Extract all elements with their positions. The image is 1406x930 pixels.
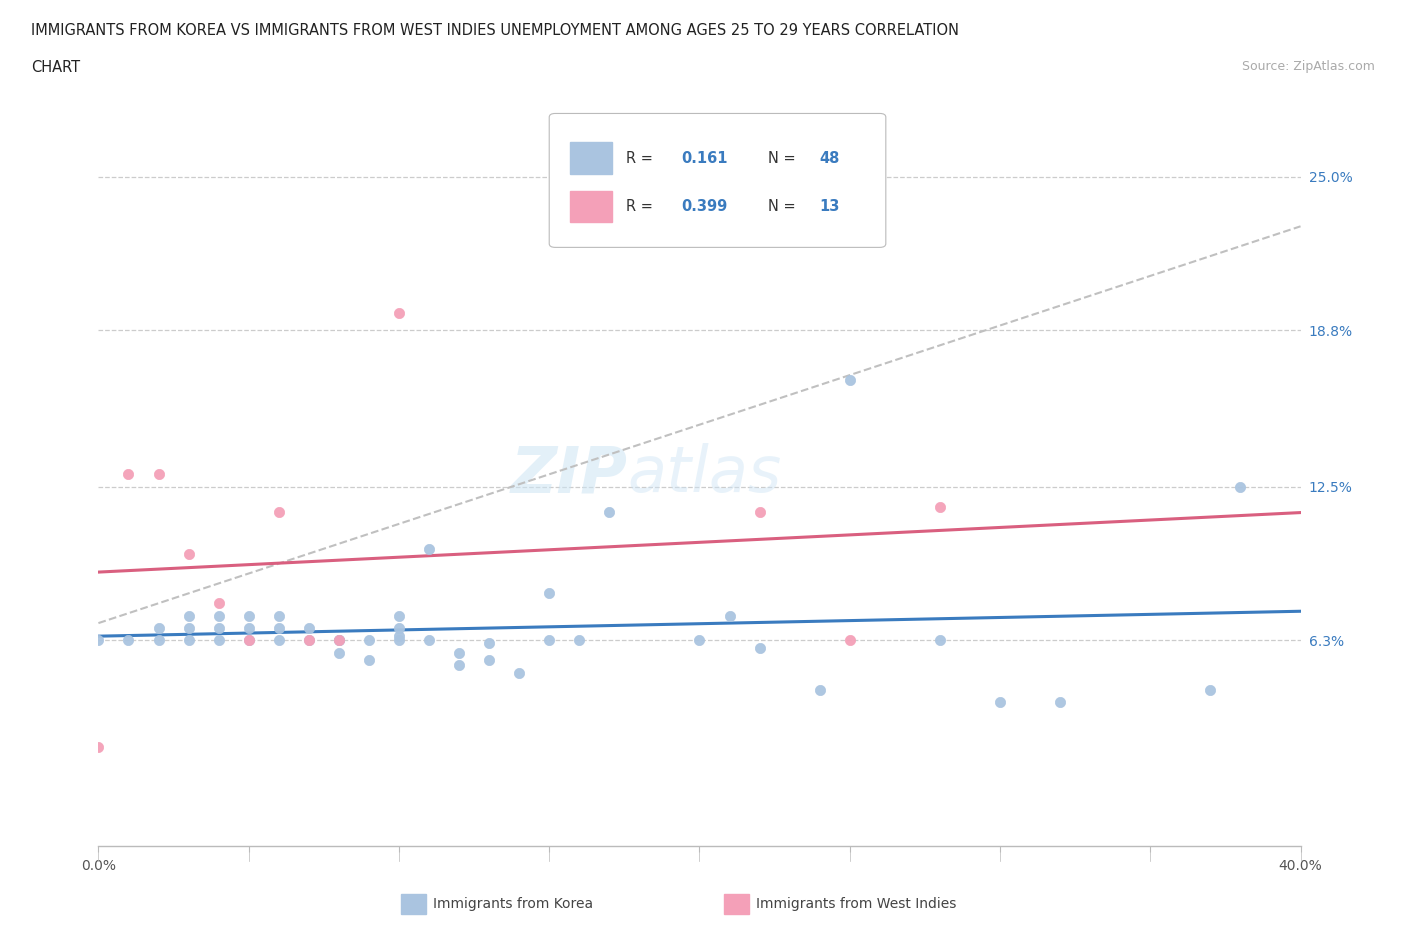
Text: 13: 13 bbox=[820, 199, 839, 214]
Point bbox=[1199, 683, 1222, 698]
Text: R =: R = bbox=[626, 151, 652, 166]
Point bbox=[388, 306, 411, 321]
Point bbox=[478, 653, 501, 668]
Point bbox=[418, 633, 440, 648]
Point bbox=[208, 608, 231, 623]
Point bbox=[298, 633, 321, 648]
Point bbox=[267, 620, 290, 635]
Point bbox=[418, 541, 440, 556]
FancyBboxPatch shape bbox=[569, 191, 612, 222]
Point bbox=[298, 620, 321, 635]
Text: IMMIGRANTS FROM KOREA VS IMMIGRANTS FROM WEST INDIES UNEMPLOYMENT AMONG AGES 25 : IMMIGRANTS FROM KOREA VS IMMIGRANTS FROM… bbox=[31, 23, 959, 38]
Point bbox=[388, 633, 411, 648]
Point bbox=[808, 683, 831, 698]
Point bbox=[718, 608, 741, 623]
Point bbox=[328, 645, 350, 660]
Point bbox=[238, 633, 260, 648]
Text: N =: N = bbox=[768, 199, 796, 214]
Point bbox=[238, 633, 260, 648]
Point bbox=[87, 739, 110, 754]
Point bbox=[478, 635, 501, 650]
FancyBboxPatch shape bbox=[569, 142, 612, 174]
Point bbox=[357, 633, 380, 648]
Point bbox=[177, 608, 200, 623]
Point bbox=[838, 373, 860, 388]
Point bbox=[538, 586, 561, 601]
Point bbox=[388, 608, 411, 623]
Y-axis label: Unemployment Among Ages 25 to 29 years: Unemployment Among Ages 25 to 29 years bbox=[0, 323, 7, 626]
Text: R =: R = bbox=[626, 199, 652, 214]
Point bbox=[208, 633, 231, 648]
Text: Immigrants from West Indies: Immigrants from West Indies bbox=[756, 897, 957, 911]
Point bbox=[208, 620, 231, 635]
Text: ZIP: ZIP bbox=[510, 444, 627, 505]
Point bbox=[508, 665, 530, 680]
Point bbox=[388, 628, 411, 643]
Point bbox=[328, 633, 350, 648]
Point bbox=[988, 695, 1011, 710]
Point bbox=[148, 467, 170, 482]
Point bbox=[298, 633, 321, 648]
Point bbox=[447, 645, 470, 660]
Point bbox=[748, 504, 770, 519]
Point bbox=[357, 653, 380, 668]
Point bbox=[238, 620, 260, 635]
Point bbox=[87, 633, 110, 648]
Point bbox=[598, 504, 620, 519]
Point bbox=[568, 633, 591, 648]
Point bbox=[1229, 479, 1251, 494]
Text: CHART: CHART bbox=[31, 60, 80, 75]
Point bbox=[538, 633, 561, 648]
Point bbox=[929, 633, 952, 648]
Point bbox=[148, 620, 170, 635]
Text: 48: 48 bbox=[820, 151, 839, 166]
Point bbox=[148, 633, 170, 648]
Text: 0.399: 0.399 bbox=[682, 199, 728, 214]
Text: 0.161: 0.161 bbox=[682, 151, 728, 166]
Text: atlas: atlas bbox=[627, 444, 782, 505]
Point bbox=[208, 596, 231, 611]
Text: Immigrants from Korea: Immigrants from Korea bbox=[433, 897, 593, 911]
Point bbox=[388, 620, 411, 635]
Point bbox=[447, 658, 470, 672]
Point bbox=[177, 546, 200, 561]
Point bbox=[328, 633, 350, 648]
Point bbox=[238, 608, 260, 623]
Point bbox=[929, 499, 952, 514]
Point bbox=[177, 633, 200, 648]
Point bbox=[177, 620, 200, 635]
FancyBboxPatch shape bbox=[550, 113, 886, 247]
Point bbox=[1049, 695, 1071, 710]
Point bbox=[838, 633, 860, 648]
Text: Source: ZipAtlas.com: Source: ZipAtlas.com bbox=[1241, 60, 1375, 73]
Point bbox=[267, 633, 290, 648]
Point bbox=[267, 504, 290, 519]
Point bbox=[117, 467, 139, 482]
Point bbox=[117, 633, 139, 648]
Point bbox=[748, 641, 770, 656]
Point bbox=[328, 633, 350, 648]
Point bbox=[689, 633, 711, 648]
Text: N =: N = bbox=[768, 151, 796, 166]
Point bbox=[267, 608, 290, 623]
